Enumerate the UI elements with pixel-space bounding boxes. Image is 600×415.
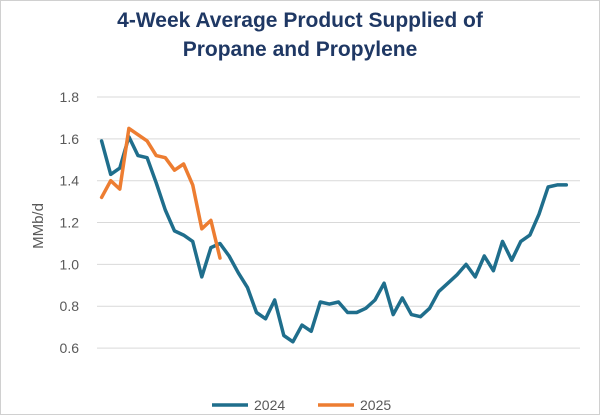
chart-title-line-1: 4-Week Average Product Supplied of xyxy=(117,9,483,32)
series-line-2025 xyxy=(99,126,222,260)
y-tick-label: 1.0 xyxy=(60,256,80,272)
y-axis-ticks: 0.6 0.8 1.0 1.2 1.4 1.6 1.8 xyxy=(60,89,80,356)
y-tick-label: 0.6 xyxy=(60,340,80,356)
legend-label-2025: 2025 xyxy=(360,397,391,413)
chart-title-line-2: Propane and Propylene xyxy=(182,38,418,61)
legend-item-2025: 2025 xyxy=(318,397,391,413)
y-tick-label: 1.8 xyxy=(60,89,80,105)
legend-item-2024: 2024 xyxy=(212,397,285,413)
legend: 2024 2025 xyxy=(212,397,391,413)
legend-label-2024: 2024 xyxy=(254,397,285,413)
y-tick-label: 1.4 xyxy=(60,173,80,189)
y-axis-label: MMb/d xyxy=(30,203,47,249)
y-tick-label: 1.2 xyxy=(60,215,80,231)
y-tick-label: 1.6 xyxy=(60,131,80,147)
series-line-2024 xyxy=(99,135,569,344)
gridlines xyxy=(97,96,580,349)
series-lines xyxy=(99,126,569,344)
chart-title: 4-Week Average Product Supplied of Propa… xyxy=(0,6,600,64)
y-tick-label: 0.8 xyxy=(60,298,80,314)
